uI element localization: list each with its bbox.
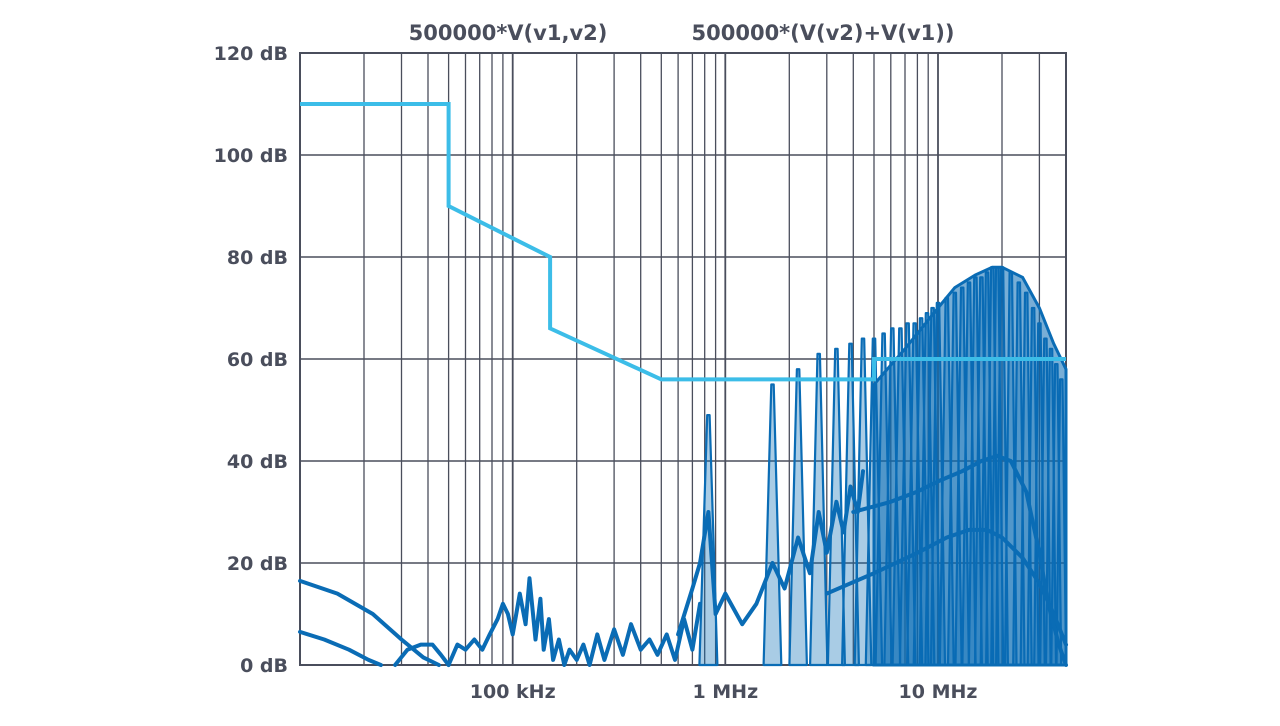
- harmonic-peak: [762, 383, 783, 667]
- series-title-diff: 500000*V(v1,v2): [409, 21, 608, 45]
- y-tick-label: 60 dB: [227, 349, 288, 371]
- low-frequency-arc-3: [393, 642, 451, 667]
- y-tick-label: 0 dB: [240, 655, 288, 677]
- y-tick-label: 120 dB: [214, 43, 288, 65]
- low-frequency-ripple: [446, 576, 702, 667]
- labels-layer: 500000*V(v1,v2) 500000*(V(v2)+V(v1)) 0 d…: [214, 21, 978, 703]
- harmonic-peak: [809, 352, 829, 667]
- low-frequency-arc-2: [298, 629, 383, 667]
- x-tick-label: 100 kHz: [470, 681, 556, 703]
- harmonic-peak: [788, 368, 808, 667]
- y-tick-label: 40 dB: [227, 451, 288, 473]
- limit-line: [300, 102, 1066, 382]
- low-frequency-arc-1: [298, 578, 441, 667]
- y-tick-label: 100 dB: [214, 145, 288, 167]
- mid-frequency-trace: [676, 469, 865, 637]
- spectrum-lower-envelope: [824, 527, 1068, 647]
- y-tick-label: 80 dB: [227, 247, 288, 269]
- y-tick-label: 20 dB: [227, 553, 288, 575]
- x-tick-label: 10 MHz: [899, 681, 978, 703]
- series-layer: [298, 102, 1068, 667]
- series-title-common: 500000*(V(v2)+V(v1)): [692, 21, 955, 45]
- x-tick-label: 1 MHz: [692, 681, 758, 703]
